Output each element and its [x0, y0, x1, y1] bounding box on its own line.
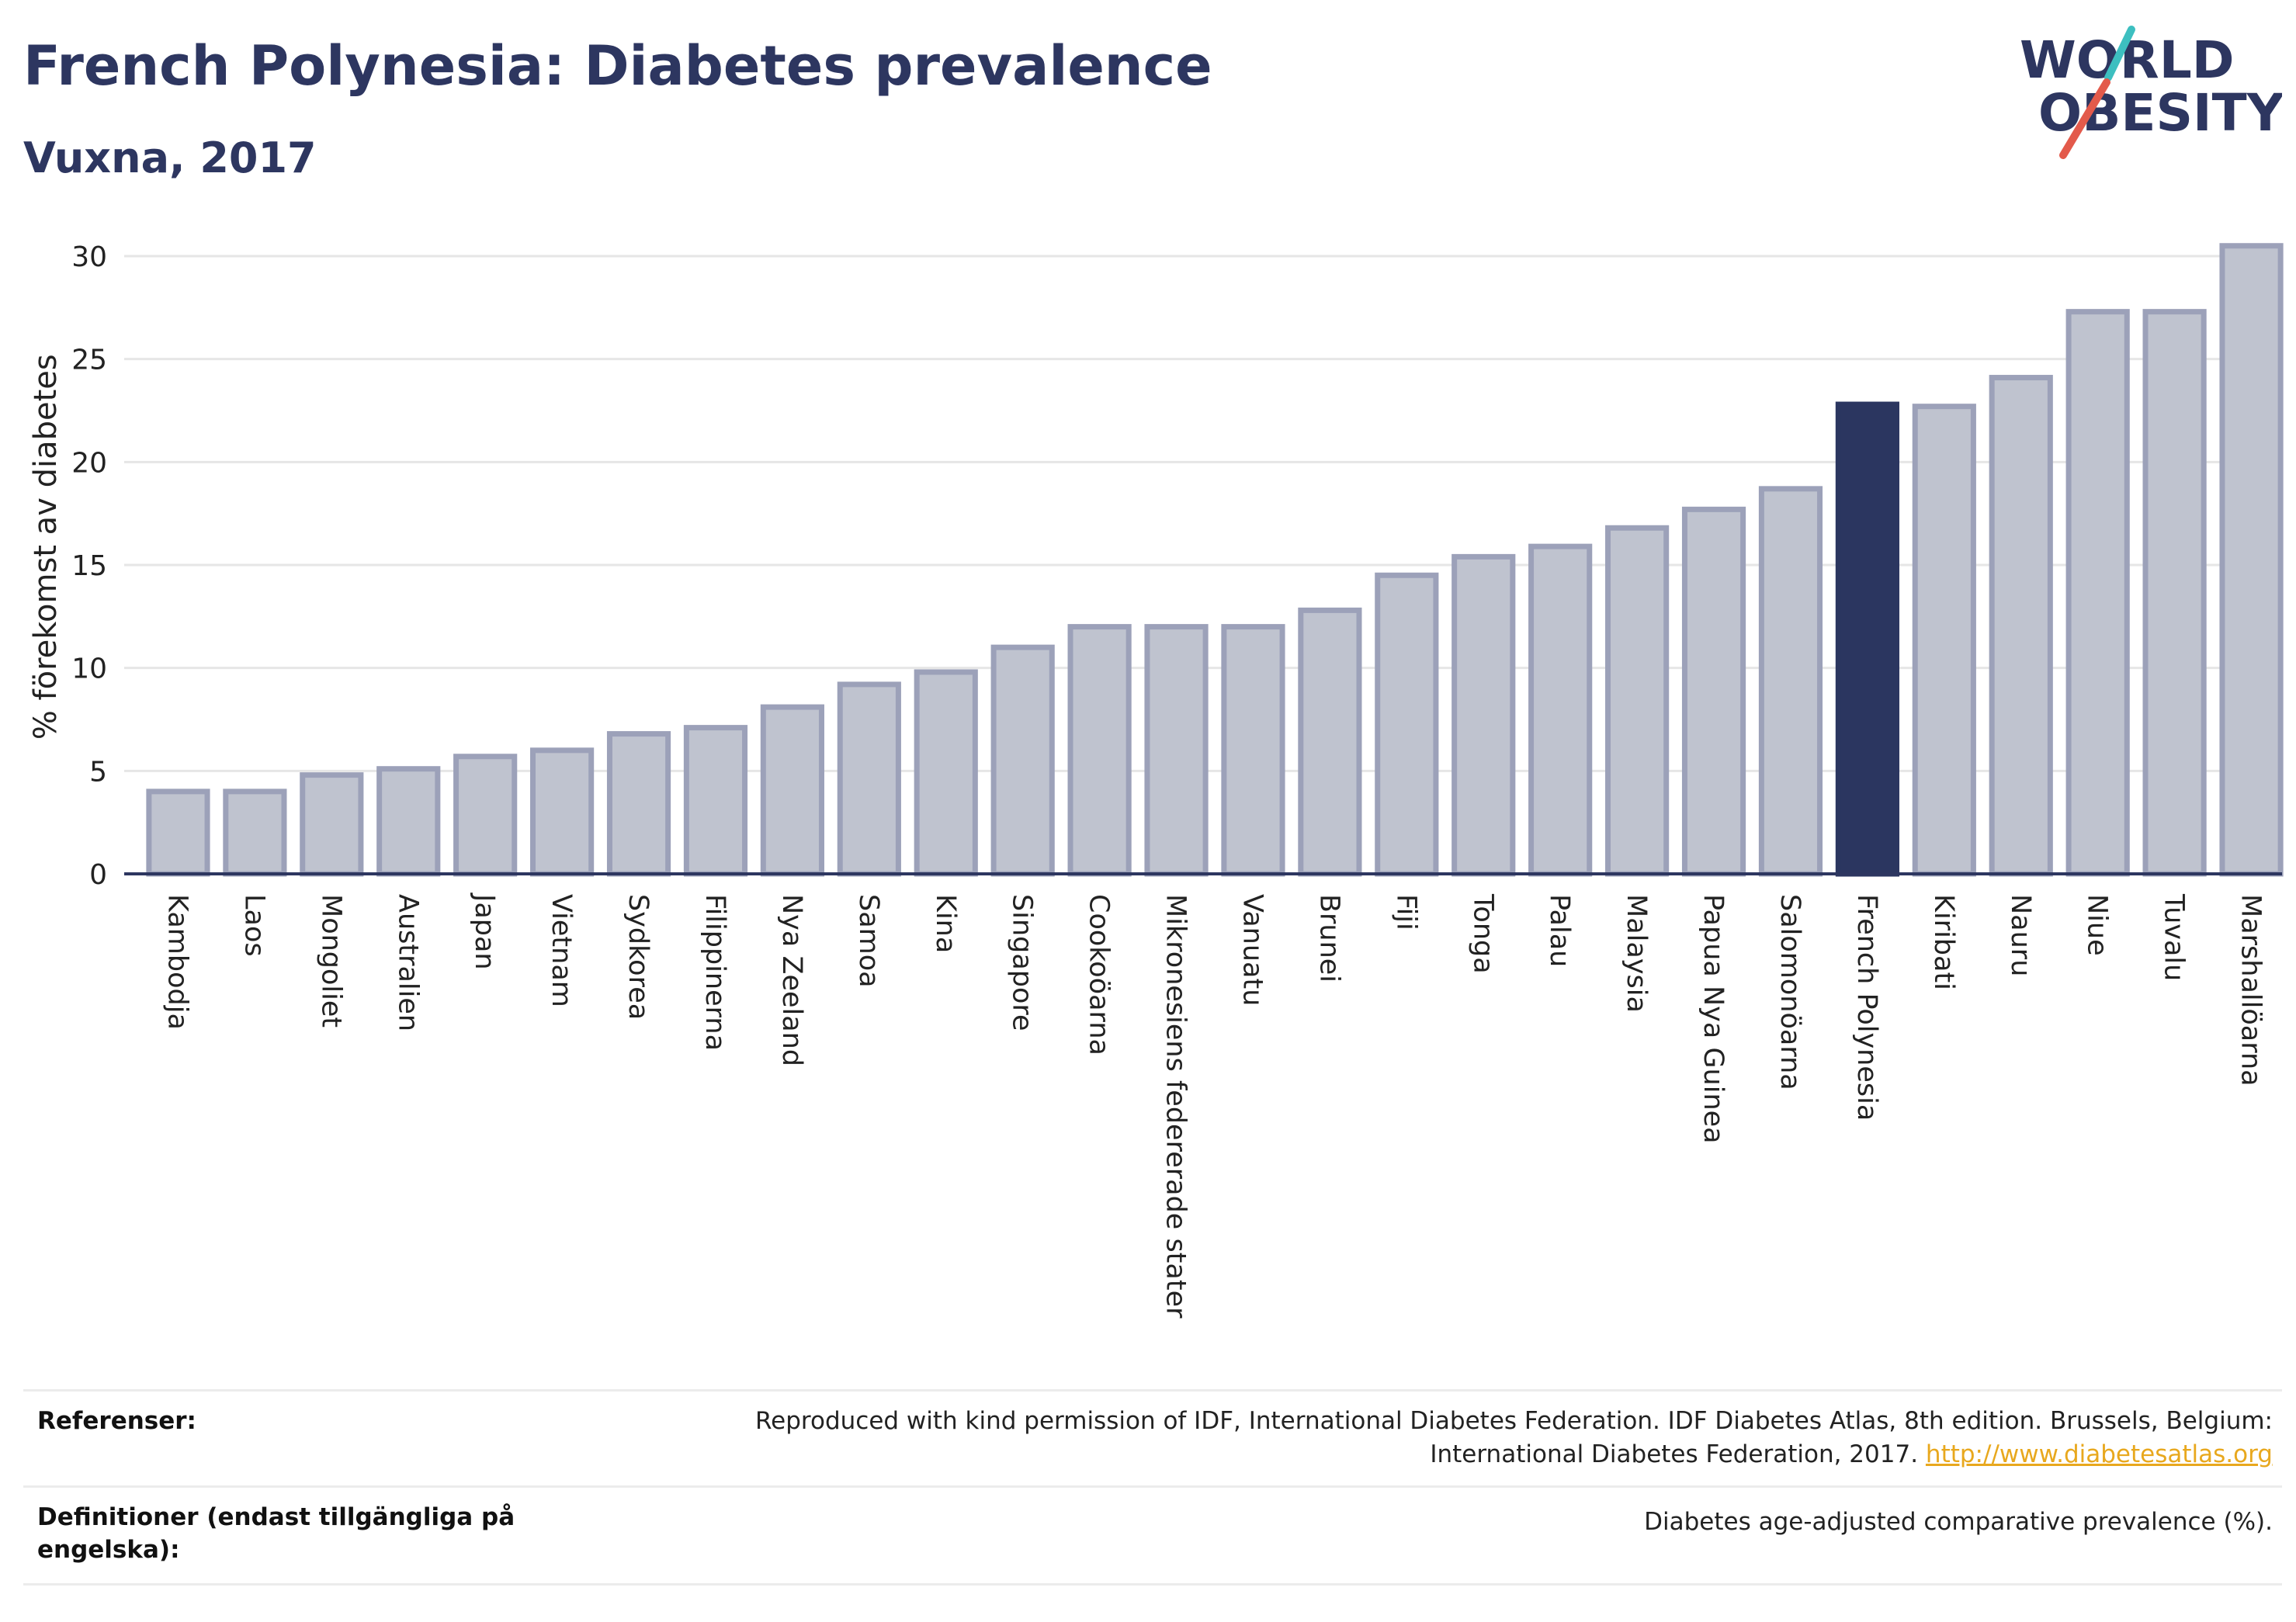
logo-slash-red [2059, 78, 2110, 159]
logo-slash-teal [2104, 26, 2135, 81]
x-tick-label-fiji: Fiji [1390, 894, 1421, 931]
x-tick-label-vanuatu: Vanuatu [1236, 894, 1268, 1006]
bar-mongoliet [300, 772, 364, 877]
y-tick-label-20: 20 [71, 447, 107, 479]
bar-cookoöarna [1067, 624, 1132, 877]
bar-brunei [1298, 607, 1362, 877]
bar-tonga [1451, 553, 1516, 877]
bar-vanuatu [1221, 624, 1285, 877]
bar-kambodja [146, 788, 210, 877]
bar-marshallöarna [2219, 243, 2284, 877]
x-tick-label-samoa: Samoa [853, 894, 884, 988]
x-tick-label-japan: Japan [469, 892, 500, 970]
references-label: Referenser: [37, 1407, 196, 1435]
chart-title: French Polynesia: Diabetes prevalence [23, 34, 1212, 98]
x-tick-label-tonga: Tonga [1467, 893, 1498, 974]
x-tick-label-nauru: Nauru [2005, 894, 2036, 976]
bar-kiribati [1912, 404, 1976, 877]
x-tick-label-tuvalu: Tuvalu [2159, 893, 2190, 981]
bar-singapore [990, 644, 1055, 877]
bar-sydkorea [606, 731, 671, 877]
bar-laos [223, 788, 287, 877]
x-tick-label-vietnam: Vietnam [546, 894, 577, 1007]
bar-french-polynesia [1835, 401, 1899, 877]
footer-divider-bottom [23, 1583, 2282, 1586]
chart-subtitle: Vuxna, 2017 [23, 133, 317, 182]
x-tick-label-marshallöarna: Marshallöarna [2235, 894, 2267, 1087]
references-text: Reproduced with kind permission of IDF, … [720, 1405, 2273, 1471]
y-tick-label-0: 0 [89, 859, 107, 891]
definitions-text: Diabetes age-adjusted comparative preval… [1644, 1508, 2273, 1536]
bar-salomonöarna [1758, 486, 1823, 877]
y-axis-ticks: 0 5 10 15 20 25 30 [71, 241, 107, 891]
y-tick-label-5: 5 [89, 756, 107, 788]
bar-filippinerna [683, 725, 748, 877]
references-text-line1: Reproduced with kind permission of IDF, … [755, 1407, 2273, 1435]
x-tick-label-kina: Kina [930, 894, 961, 953]
x-tick-label-malaysia: Malaysia [1621, 894, 1652, 1013]
y-tick-label-25: 25 [71, 345, 107, 376]
x-tick-label-kambodja: Kambodja [161, 894, 192, 1030]
bar-samoa [837, 681, 901, 877]
bar-fiji [1375, 572, 1439, 877]
x-tick-label-brunei: Brunei [1313, 894, 1344, 983]
references-text-line2: International Diabetes Federation, 2017. [1430, 1440, 1919, 1468]
x-tick-label-niue: Niue [2082, 894, 2113, 956]
x-axis-tick-labels: Kambodja Laos Mongoliet Australien Japan Viet… [161, 892, 2266, 1319]
definitions-label: Definitioner (endast tillgängliga på eng… [37, 1501, 515, 1566]
bar-niue [2065, 309, 2130, 877]
y-tick-label-15: 15 [71, 550, 107, 582]
bar-chart: 0 5 10 15 20 25 30 Kambodja Laos Mongoliet Austra… [28, 241, 2284, 1319]
x-tick-label-mikronesiens-federerade-stater: Mikronesiens federerade stater [1160, 894, 1191, 1319]
world-obesity-logo: WORLD OBESITY [2020, 26, 2282, 159]
definitions-label-line2: engelska): [37, 1536, 180, 1564]
y-tick-label-30: 30 [71, 241, 107, 273]
bar-nya-zeeland [760, 704, 824, 877]
footer-divider-top [23, 1389, 2282, 1392]
x-tick-label-sydkorea: Sydkorea [623, 894, 654, 1020]
bar-mikronesiens-federerade-stater [1144, 624, 1209, 877]
bar-palau [1528, 543, 1593, 877]
x-tick-label-papua-nya-guinea: Papua Nya Guinea [1698, 894, 1729, 1144]
y-axis-label: % förekomst av diabetes [28, 354, 64, 740]
y-tick-label-10: 10 [71, 653, 107, 685]
x-tick-label-salomonöarna: Salomonöarna [1774, 894, 1805, 1090]
x-tick-label-palau: Palau [1544, 894, 1575, 967]
x-tick-label-mongoliet: Mongoliet [315, 894, 346, 1028]
definitions-label-line1: Definitioner (endast tillgängliga på [37, 1503, 515, 1531]
bar-tuvalu [2142, 309, 2207, 877]
footer-divider-middle [23, 1485, 2282, 1488]
x-tick-label-australien: Australien [392, 894, 423, 1031]
x-tick-label-singapore: Singapore [1007, 894, 1038, 1031]
x-tick-label-cookoöarna: Cookoöarna [1084, 894, 1115, 1055]
bar-vietnam [530, 747, 595, 877]
bar-japan [453, 754, 518, 877]
bar-nauru [1989, 375, 2053, 877]
x-tick-label-filippinerna: Filippinerna [699, 894, 730, 1051]
x-tick-label-laos: Laos [238, 894, 269, 957]
x-tick-label-nya-zeeland: Nya Zeeland [776, 894, 807, 1066]
bar-kina [914, 669, 978, 877]
x-tick-label-kiribati: Kiribati [1928, 894, 1959, 990]
references-link[interactable]: http://www.diabetesatlas.org [1925, 1440, 2273, 1468]
bar-malaysia [1605, 525, 1670, 877]
bars [146, 243, 2284, 877]
x-tick-label-french-polynesia: French Polynesia [1851, 894, 1882, 1121]
bar-papua-nya-guinea [1681, 506, 1746, 877]
bar-australien [376, 766, 441, 877]
